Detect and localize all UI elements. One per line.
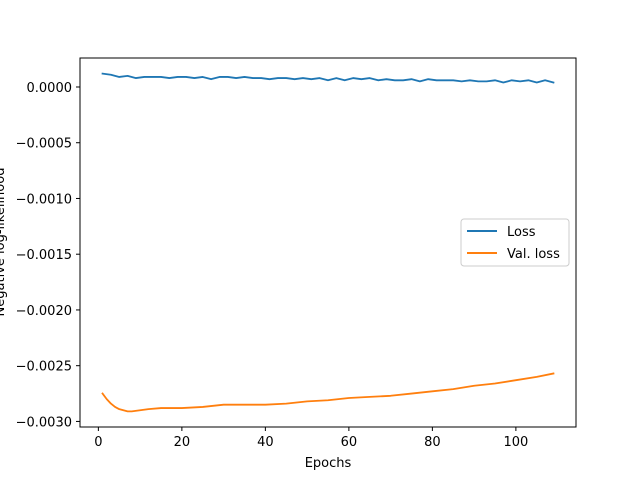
- y-axis: 0.0000 −0.0005 −0.0010 −0.0015 −0.0020 −0.002…: [16, 81, 80, 430]
- legend-label-loss: Loss: [507, 225, 536, 240]
- x-tick-label: 0: [94, 435, 102, 450]
- x-axis: 0 20 40 60 80 100: [94, 427, 528, 450]
- y-tick-label: −0.0030: [16, 415, 72, 430]
- series-line-loss: [101, 72, 555, 84]
- y-tick-label: −0.0020: [16, 304, 72, 319]
- x-tick-label: 100: [503, 435, 528, 450]
- legend-label-val-loss: Val. loss: [507, 247, 560, 262]
- x-tick-label: 40: [257, 435, 274, 450]
- series-line-val-loss: [101, 372, 555, 413]
- x-tick-label: 60: [341, 435, 358, 450]
- y-tick-label: −0.0025: [16, 360, 72, 375]
- y-tick-label: −0.0015: [16, 248, 72, 263]
- x-tick-label: 80: [424, 435, 441, 450]
- x-axis-label: Epochs: [305, 456, 352, 471]
- legend: Loss Val. loss: [460, 218, 570, 267]
- y-tick-label: 0.0000: [27, 81, 73, 96]
- series-group: [101, 72, 555, 413]
- y-tick-label: −0.0010: [16, 192, 72, 207]
- y-axis-label: Negative log-likelihood: [0, 168, 8, 317]
- x-tick-label: 20: [174, 435, 191, 450]
- axes-frame: [79, 57, 577, 428]
- y-tick-label: −0.0005: [16, 137, 72, 152]
